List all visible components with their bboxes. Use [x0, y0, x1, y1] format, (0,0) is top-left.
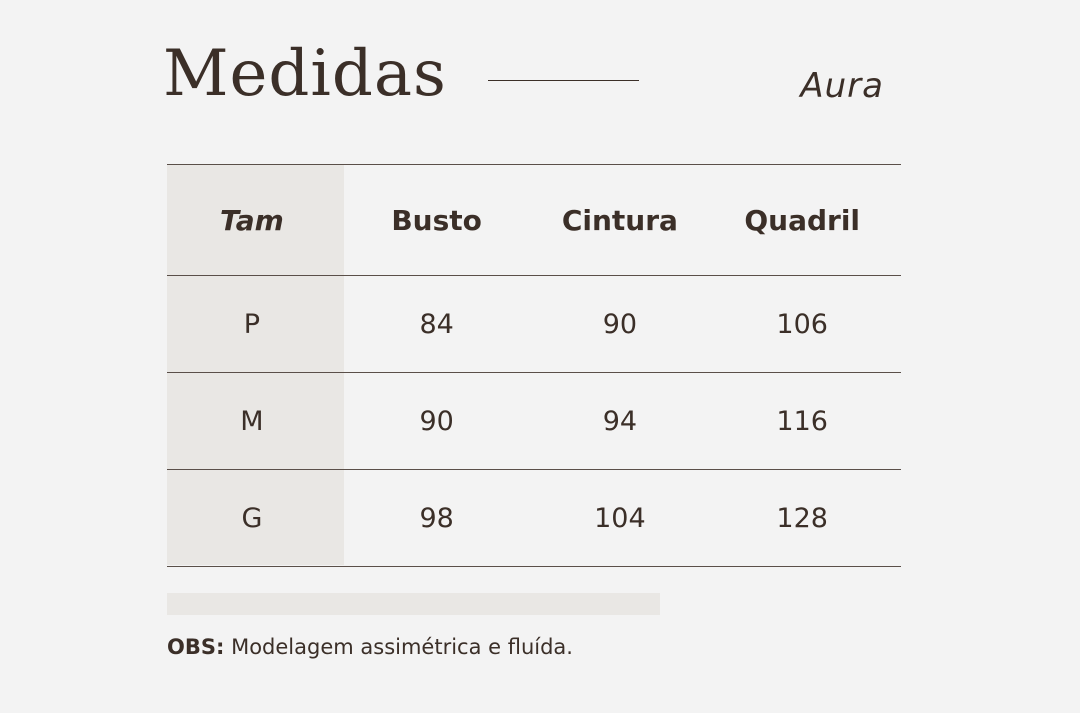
cintura-cell: 104 [594, 502, 646, 534]
decorative-bar [167, 593, 660, 615]
size-cell: P [243, 308, 261, 340]
busto-cell: 98 [419, 502, 454, 534]
busto-cell: 90 [419, 405, 454, 437]
table-row: M 90 94 116 [167, 372, 901, 469]
header-tam: Tam [219, 203, 284, 237]
page-title: Medidas [163, 37, 447, 111]
cintura-cell: 94 [602, 405, 638, 437]
table-row: P 84 90 106 [167, 275, 901, 372]
quadril-cell: 106 [776, 308, 828, 340]
size-cell: G [241, 502, 263, 534]
size-cell: M [240, 405, 264, 437]
size-table: Tam Busto Cintura Quadril P 84 90 106 M … [167, 164, 901, 567]
observation-note: OBS: Modelagem assimétrica e fluída. [167, 632, 573, 662]
cintura-cell: 90 [602, 308, 638, 340]
table-row: G 98 104 128 [167, 469, 901, 567]
header-quadril: Quadril [744, 203, 861, 237]
quadril-cell: 116 [776, 405, 828, 437]
product-name: Aura [800, 66, 884, 106]
busto-cell: 84 [419, 308, 454, 340]
note-label: OBS: [167, 635, 225, 659]
table-header-row: Tam Busto Cintura Quadril [167, 164, 901, 275]
header-busto: Busto [391, 203, 482, 237]
header-cintura: Cintura [561, 203, 678, 237]
quadril-cell: 128 [776, 502, 828, 534]
note-text: Modelagem assimétrica e fluída. [231, 635, 573, 659]
size-column-background [167, 164, 344, 565]
title-divider [488, 80, 639, 81]
